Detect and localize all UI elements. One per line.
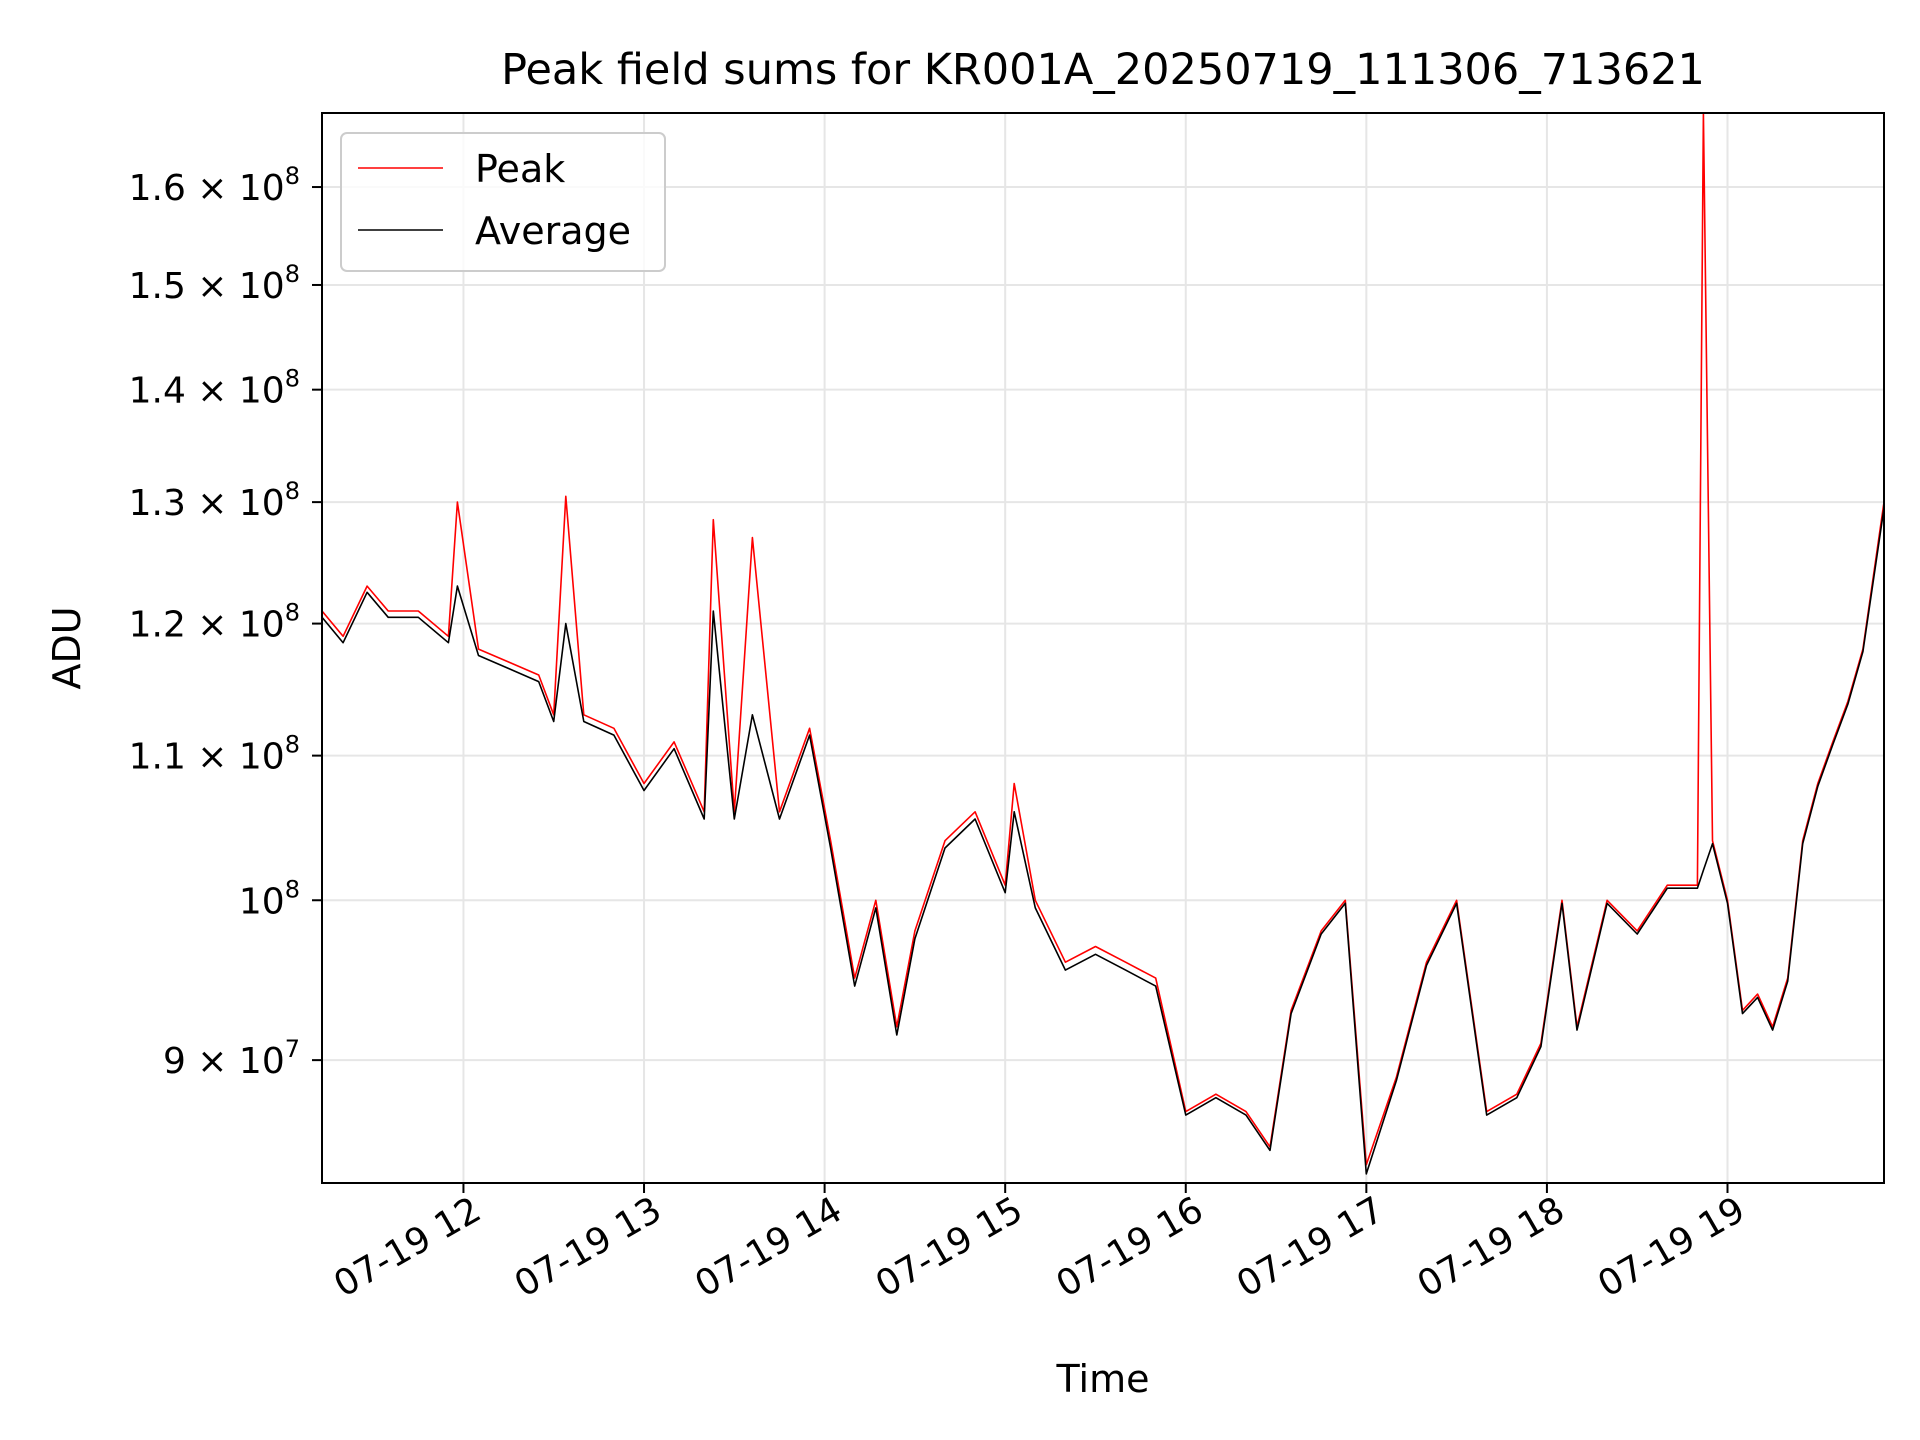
y-tick-label: 108 (239, 875, 300, 922)
series-layer (321, 112, 1885, 1175)
grid (322, 113, 1884, 1183)
x-axis-label: Time (1056, 1357, 1150, 1401)
chart-title: Peak field sums for KR001A_20250719_1113… (501, 45, 1705, 95)
y-tick-label: 1.4 × 108 (129, 365, 300, 412)
legend-label-peak: Peak (475, 147, 565, 191)
legend: Peak Average (340, 132, 666, 272)
y-tick-label: 1.6 × 108 (129, 162, 300, 209)
y-tick-label: 1.5 × 108 (129, 260, 300, 307)
y-tick-label: 9 × 107 (163, 1035, 300, 1082)
y-axis: 9 × 107 108 1.1 × 108 1.2 × 108 1.3 × 108 1.4… (129, 162, 322, 1082)
legend-label-average: Average (475, 209, 631, 253)
y-tick-label: 1.1 × 108 (129, 731, 300, 778)
y-tick-label: 1.2 × 108 (129, 599, 300, 646)
series-line-peak (321, 112, 1885, 1166)
y-tick-label: 1.3 × 108 (129, 477, 300, 524)
plot-frame (321, 112, 1885, 1184)
series-line-average (321, 507, 1885, 1175)
y-axis-label: ADU (45, 606, 89, 689)
